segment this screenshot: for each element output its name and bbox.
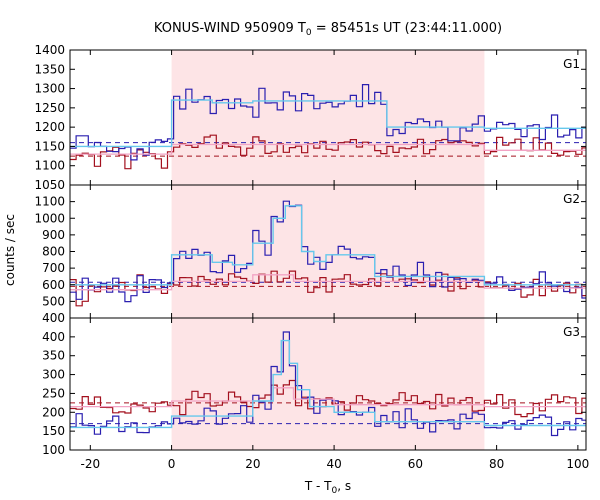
y-tick-label: 900 (42, 228, 65, 242)
panels-layer: 10501100115012001250130013501400G1400500… (34, 43, 589, 471)
y-tick-label: 100 (42, 443, 65, 457)
y-tick-label: 1200 (34, 120, 65, 134)
y-tick-label: 1150 (34, 139, 65, 153)
panel-g2: 400 500 600 700 800 900 1000 1100 G2 (34, 184, 587, 325)
panel-plot-area (70, 331, 586, 437)
x-tick-label: 40 (326, 457, 341, 471)
y-tick-label: 700 (42, 261, 65, 275)
y-tick-label: 400 (42, 330, 65, 344)
panel-label: G1 (563, 57, 580, 71)
x-tick-label: 0 (168, 457, 176, 471)
y-tick-label: 1400 (34, 43, 65, 57)
panel-frame (69, 317, 587, 451)
x-tick-label: 80 (489, 457, 504, 471)
light-curve-red (70, 379, 586, 418)
y-tick-label: 1100 (34, 195, 65, 209)
light-curve-blue (70, 200, 586, 303)
light-curve-red (70, 134, 586, 170)
x-axis-title: T - T0, s (304, 479, 351, 496)
highlight-interval (171, 50, 485, 185)
light-curve-blue (70, 84, 586, 161)
panel-label: G3 (563, 325, 580, 339)
fit-curve-blue (70, 99, 586, 148)
x-tick-label: 20 (245, 457, 260, 471)
panel-g1: 1050 1100 1150 1200 1250 1300 1350 1400 G1 (34, 43, 587, 192)
x-tick-label: -20 (81, 457, 101, 471)
x-tick-label: 100 (566, 457, 589, 471)
y-axis-title: counts / sec (3, 214, 17, 286)
y-tick-label: 600 (42, 278, 65, 292)
y-tick-label: 1000 (34, 211, 65, 225)
y-tick-label: 150 (42, 424, 65, 438)
y-tick-label: 1050 (34, 178, 65, 192)
y-tick-label: 1250 (34, 101, 65, 115)
panel-label: G2 (563, 192, 580, 206)
y-tick-label: 300 (42, 368, 65, 382)
fit-curve-blue (70, 339, 586, 429)
y-tick-label: 350 (42, 349, 65, 363)
y-tick-label: 800 (42, 245, 65, 259)
fit-curve-red (70, 387, 586, 408)
y-tick-label: 250 (42, 386, 65, 400)
y-tick-label: 500 (42, 294, 65, 308)
fit-curve-red (70, 143, 586, 155)
y-tick-label: 1350 (34, 62, 65, 76)
y-tick-label: 1100 (34, 159, 65, 173)
y-tick-label: 200 (42, 405, 65, 419)
panel-g3: 100 150 200 250 300 350 400 G3 (42, 317, 587, 457)
x-tick-label: 60 (408, 457, 423, 471)
highlight-interval (171, 185, 485, 318)
y-tick-label: 400 (42, 311, 65, 325)
panel-plot-area (70, 200, 586, 307)
fit-curve-blue (70, 205, 586, 286)
panel-plot-area (70, 84, 586, 170)
y-tick-label: 1300 (34, 82, 65, 96)
highlight-interval (171, 318, 485, 450)
chart-title: KONUS-WIND 950909 T0 = 85451s UT (23:44:… (154, 21, 502, 38)
